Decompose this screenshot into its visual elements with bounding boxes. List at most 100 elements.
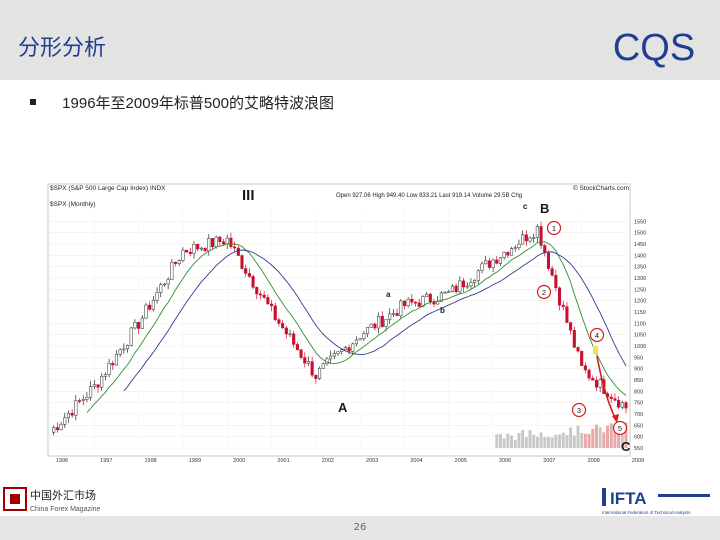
y-tick-label: 1350 [634, 265, 646, 271]
candle-body [122, 348, 126, 351]
candle-body [528, 237, 532, 242]
candle-body [192, 244, 196, 254]
projection-arrowhead [612, 414, 619, 423]
candle-body [347, 347, 351, 352]
y-tick-label: 1400 [634, 253, 646, 259]
volume-bar [554, 434, 558, 448]
volume-bar [495, 434, 499, 448]
candle-body [546, 252, 551, 269]
candle-body [391, 313, 395, 315]
candle-body [365, 326, 370, 334]
candle-body [395, 313, 399, 316]
candle-body [273, 305, 277, 320]
cfm-logo-cn: 中国外汇市场 [30, 488, 96, 502]
x-tick-label: 2009 [632, 458, 644, 464]
candle-body [473, 280, 477, 283]
wave-label-a: a [386, 290, 391, 299]
candle-body [343, 347, 347, 351]
wave-marker-2: 2 [542, 288, 546, 297]
volume-bar [521, 430, 525, 448]
candle-body [521, 234, 525, 245]
candle-body [373, 323, 377, 329]
x-tick-label: 2002 [322, 458, 334, 464]
volume-bar [624, 422, 628, 448]
elliott-wave-chart: $SPX (S&P 500 Large Cap Index) INDX $SPX… [44, 180, 656, 465]
footer-bar [0, 516, 720, 540]
candle-body [218, 236, 222, 243]
cqs-logo-text: CQS [613, 27, 695, 69]
candle-body [295, 344, 299, 351]
candle-body [77, 400, 82, 402]
y-tick-label: 1450 [634, 242, 646, 248]
candle-body [277, 319, 281, 324]
candle-body [111, 363, 115, 366]
candle-body [439, 292, 443, 302]
candle-body [469, 282, 473, 287]
candle-body [569, 322, 573, 331]
candle-body [583, 365, 587, 371]
candle-body [399, 300, 403, 316]
y-tick-label: 1050 [634, 333, 646, 339]
candle-body [509, 248, 514, 256]
x-tick-label: 2008 [588, 458, 600, 464]
candle-body [532, 237, 536, 239]
y-tick-label: 1250 [634, 287, 646, 293]
y-tick-label: 750 [634, 401, 643, 407]
candle-body [221, 241, 226, 245]
candle-body [476, 270, 480, 281]
y-tick-label: 700 [634, 412, 643, 418]
candle-body [125, 345, 130, 350]
candle-body [266, 297, 270, 305]
candle-body [410, 298, 414, 303]
candle-body [148, 304, 152, 310]
ifta-logo-sub: International Federation of Technical An… [602, 510, 691, 515]
candle-body [181, 249, 185, 261]
slide-header: 分形分析 CQS [0, 0, 720, 80]
cfm-logo-en: China Forex Magazine [30, 506, 101, 513]
candle-body [413, 301, 418, 304]
candle-body [594, 379, 599, 388]
bullet-square-icon [30, 99, 36, 106]
wave-marker-1: 1 [552, 224, 556, 233]
x-tick-label: 2000 [233, 458, 245, 464]
candle-body [199, 247, 203, 250]
candle-body [421, 296, 425, 307]
candle-body [166, 279, 170, 285]
candle-body [620, 402, 624, 408]
volume-bar [580, 433, 584, 448]
slide-footer: 中国外汇市场 China Forex Magazine IFTA Interna… [0, 480, 720, 540]
candle-body [377, 315, 381, 329]
volume-bar [528, 430, 532, 448]
candle-body [561, 304, 565, 307]
candle-body [321, 363, 325, 369]
y-tick-label: 900 [634, 367, 643, 373]
y-tick-label: 800 [634, 389, 643, 395]
volume-bar [620, 429, 624, 448]
volume-bar [524, 437, 528, 448]
candle-body [484, 260, 488, 265]
candle-body [624, 402, 628, 409]
candle-body [447, 291, 451, 293]
candle-body [92, 384, 96, 388]
candle-body [443, 291, 447, 294]
wave-marker-4: 4 [595, 331, 599, 340]
candle-body [299, 349, 303, 358]
candle-body [74, 400, 78, 416]
wave-marker-circle [546, 220, 562, 236]
x-tick-label: 2001 [277, 458, 289, 464]
candle-body [314, 374, 318, 379]
candle-body [332, 353, 336, 357]
candle-body [262, 294, 266, 298]
x-tick-label: 2004 [410, 458, 422, 464]
candle-body [354, 339, 359, 345]
candle-body [210, 238, 215, 248]
y-tick-label: 1150 [634, 310, 646, 316]
candle-body [609, 396, 613, 399]
volume-bar [598, 427, 602, 448]
wave-marker-circle [589, 327, 605, 343]
volume-bar [543, 437, 547, 448]
candle-body [177, 260, 181, 264]
candle-body [317, 368, 322, 379]
y-tick-label: 950 [634, 355, 643, 361]
volume-bar [561, 432, 565, 448]
